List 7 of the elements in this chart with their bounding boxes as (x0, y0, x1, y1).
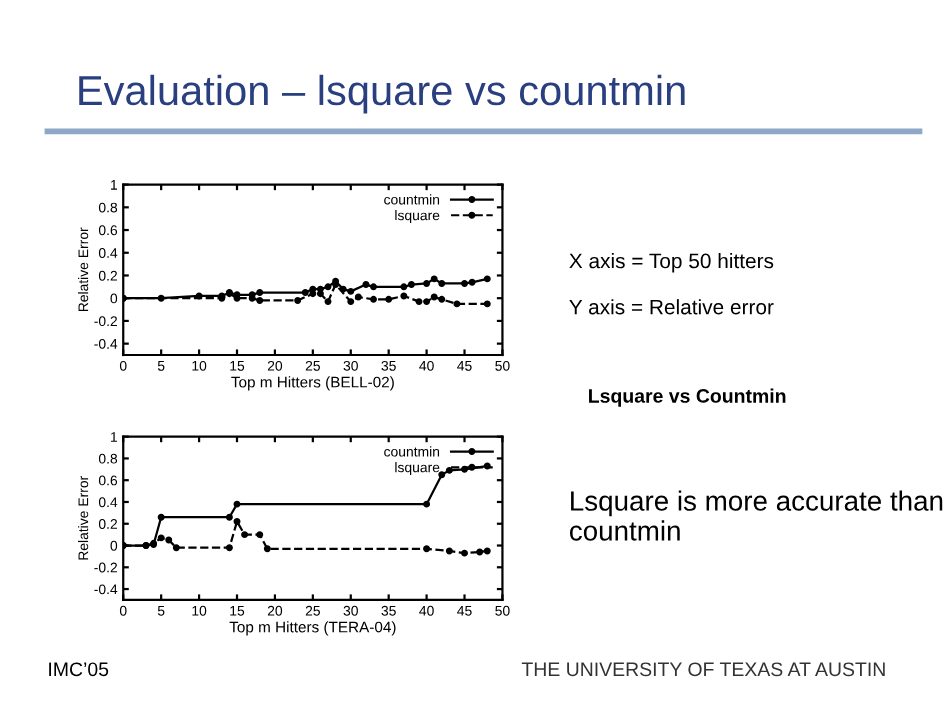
text: Lsquare is more accurate than countmin (569, 490, 943, 541)
text: THE UNIVERSITY OF TEXAS AT AUSTIN (521, 662, 885, 677)
text: Lsquare vs Countmin (589, 388, 786, 407)
text: X axis = Top 50 hitters (569, 252, 774, 273)
text: Y axis = Relative error (569, 299, 774, 315)
text: Evaluation – lsquare vs countmin (79, 74, 685, 114)
text: IMC’05 (49, 662, 109, 677)
